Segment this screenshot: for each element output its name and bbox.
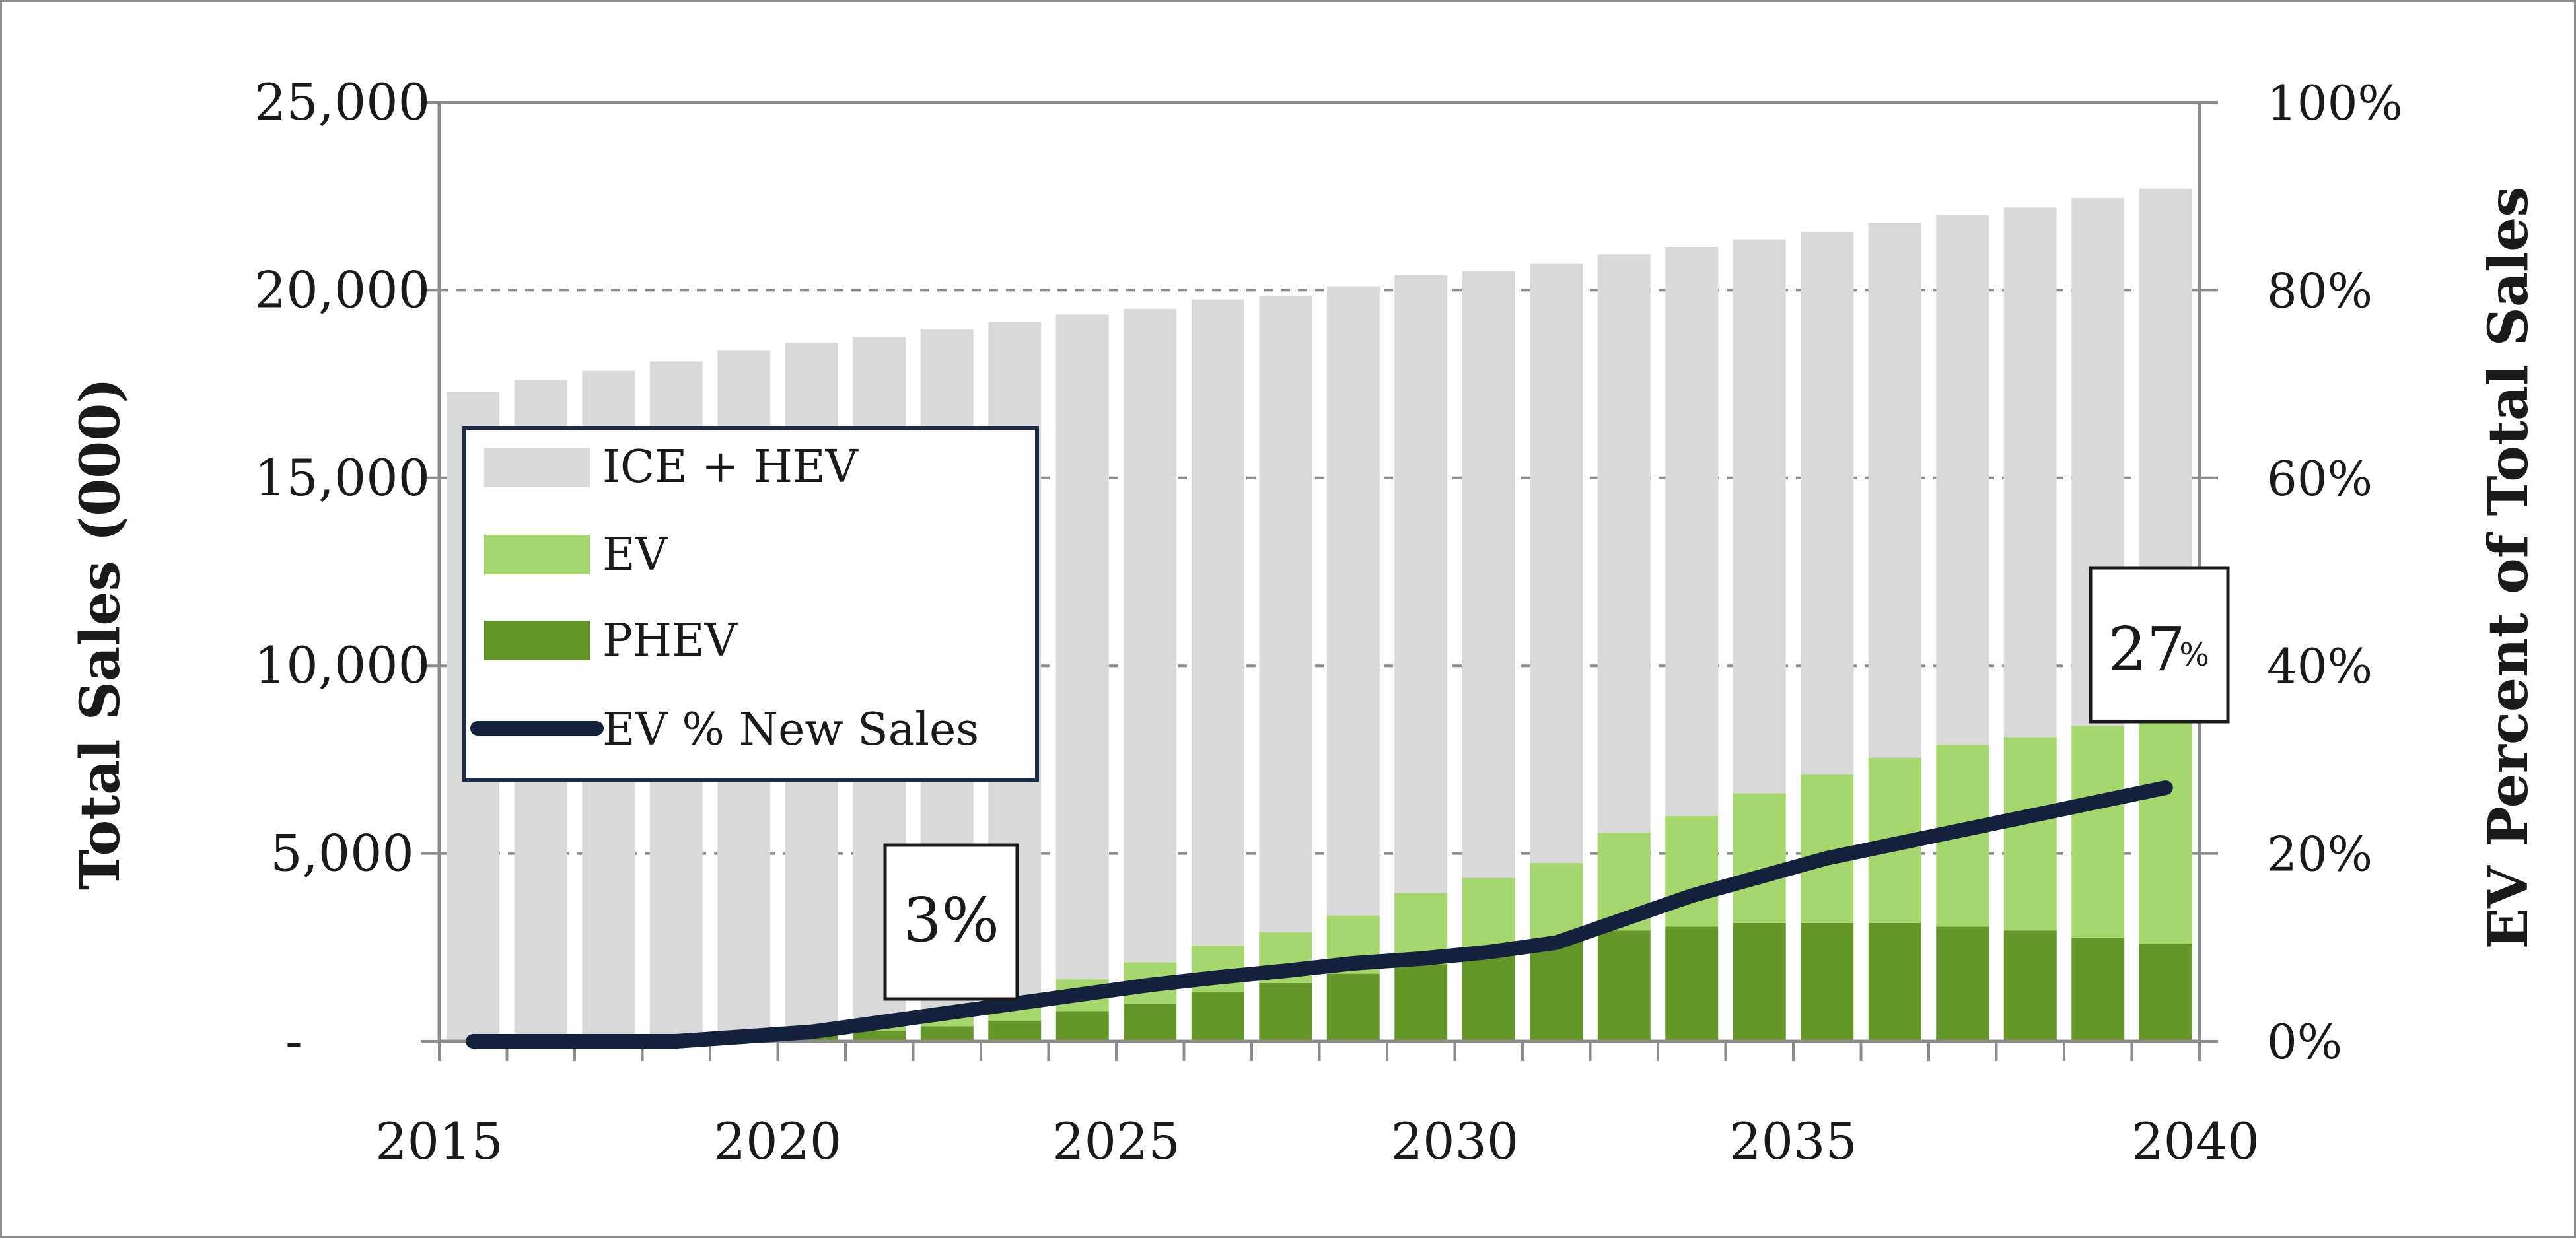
bar-phev [1665,926,1719,1041]
bar-ice-hev [1326,286,1380,916]
bar-phev [1936,926,1989,1041]
bar-phev [1124,1004,1177,1041]
bar-ice-hev [1259,295,1312,933]
y-tick-label: 15,000 [254,448,430,507]
bar-phev [2003,930,2057,1041]
bar-phev [1259,982,1312,1041]
bar-phev [1326,973,1380,1041]
callout-suffix-27pct: % [2179,636,2209,673]
x-tick-label: 2020 [714,1112,841,1171]
y2-tick-label: 20% [2267,827,2373,882]
callout-label-27pct: 27 [2108,614,2185,685]
y2-tick-label: 100% [2267,75,2403,131]
bar-phev [1055,1011,1109,1041]
bar-phev [1801,922,1854,1041]
bar-ice-hev [2003,207,2057,738]
y-axis-title: Total Sales (000) [69,378,132,890]
callout-box-27pct [2089,566,2230,724]
bar-ice-hev [1530,263,1583,863]
bar-phev [1530,940,1583,1041]
x-tick-label: 2040 [2131,1112,2259,1171]
bar-ice-hev [1801,232,1854,775]
bar-ev [1530,862,1583,940]
bar-ice-hev [1394,275,1448,893]
bar-ev [2003,737,2057,931]
bar-phev [988,1020,1042,1041]
y2-tick-label: 40% [2267,638,2373,694]
y-tick-label: 5,000 [270,824,414,883]
bar-ice-hev [1936,215,1989,745]
bar-phev [1462,951,1515,1041]
bar-phev [2139,944,2192,1041]
callout-label-3pct: 3% [903,885,999,955]
bar-phev [1733,922,1786,1041]
bar-phev [1868,922,1921,1041]
x-tick-label: 2015 [375,1112,503,1171]
bar-phev [920,1026,974,1041]
bar-ice-hev [1124,308,1177,963]
bar-ev [1462,877,1515,951]
legend-label-ice-hev: ICE + HEV [602,441,859,493]
bar-ev [1665,815,1719,927]
legend: ICE + HEV EV PHEV EV % New Sales [462,426,1039,782]
legend-label-ev-percent: EV % New Sales [602,704,979,756]
bar-ice-hev [1733,239,1786,794]
ev-percent-line [466,780,2173,1049]
bar-phev [1394,964,1448,1041]
legend-label-ev: EV [602,529,669,581]
legend-swatch-ev [484,535,590,574]
bar-phev [1597,930,1651,1041]
x-tick-label: 2025 [1052,1112,1180,1171]
bar-ev [2139,722,2192,944]
bar-phev [2071,938,2125,1041]
bar-ev [1733,793,1786,923]
bar-phev [1191,992,1244,1041]
y2-tick-label: 0% [2267,1014,2342,1070]
bar-ice-hev [1597,254,1651,833]
bar-ev [2071,726,2125,938]
callouts: 3% 27 % [883,566,2230,1001]
y2-axis-title: EV Percent of Total Sales [2477,186,2540,949]
x-tick-label: 2035 [1729,1112,1857,1171]
legend-label-phev: PHEV [602,615,738,667]
tick-labels: - 5,000 10,000 15,000 20,000 25,000 0% 20% 40% 60… [254,73,2403,1171]
legend-swatch-ice-hev [484,448,590,487]
bar-ice-hev [1462,271,1515,878]
y2-tick-label: 60% [2267,451,2373,506]
y-tick-label: - [285,1012,303,1070]
bar-ice-hev [1191,299,1244,946]
bar-phev [853,1031,906,1041]
x-tick-label: 2030 [1391,1112,1519,1171]
y-tick-label: 25,000 [254,73,430,131]
legend-swatch-phev [484,621,590,660]
bar-ice-hev [1055,314,1109,980]
y-tick-label: 10,000 [254,636,430,695]
bar-ice-hev [1665,246,1719,816]
bar-ice-hev [1868,223,1921,758]
y-tick-label: 20,000 [254,260,430,319]
y2-tick-label: 80% [2267,263,2373,318]
line-series [466,780,2173,1049]
callout-box-3pct [883,843,1019,1001]
